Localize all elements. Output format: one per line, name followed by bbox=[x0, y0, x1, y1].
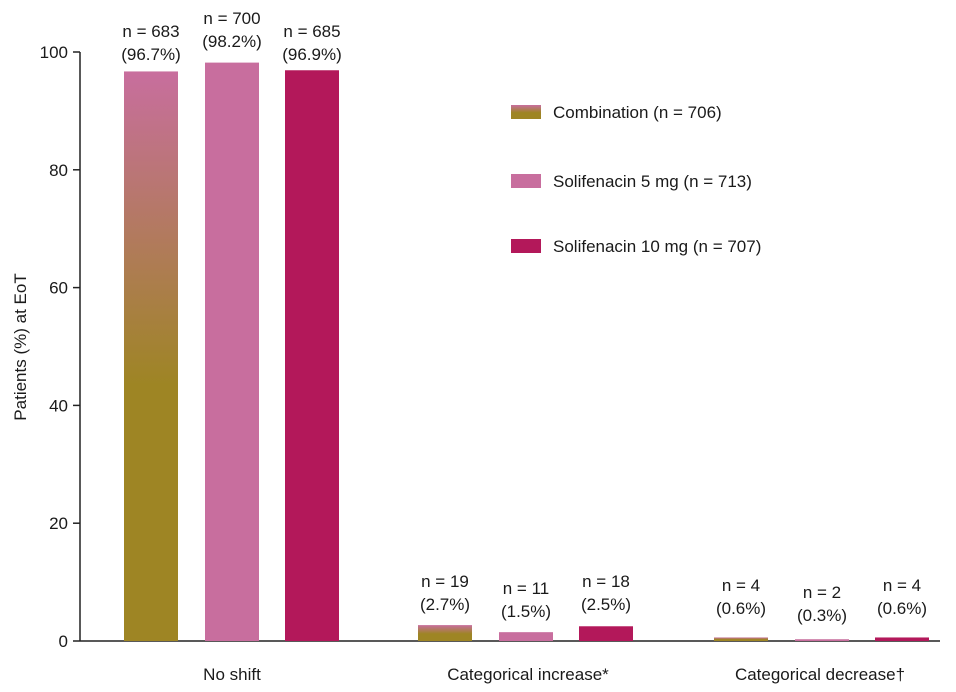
legend-swatch bbox=[511, 239, 541, 253]
bar-labels: n = 683 (96.7%) n = 19 (2.7%) n = 4 (0.6%) n =… bbox=[121, 9, 927, 625]
y-tick-label: 20 bbox=[49, 514, 68, 533]
x-tick-label: Categorical decrease† bbox=[735, 665, 905, 684]
bar bbox=[205, 62, 259, 642]
bar bbox=[499, 632, 553, 641]
bar-label-n: n = 11 bbox=[503, 579, 549, 598]
bar bbox=[579, 626, 633, 641]
bar-label-n: n = 685 bbox=[283, 22, 340, 41]
bar bbox=[795, 639, 849, 641]
bar-label-n: n = 683 bbox=[122, 22, 179, 41]
bar bbox=[285, 70, 339, 641]
bar-label-percent: (0.6%) bbox=[716, 599, 766, 618]
bar-label-percent: (1.5%) bbox=[501, 602, 551, 621]
legend-swatch bbox=[511, 174, 541, 188]
bar bbox=[124, 71, 178, 641]
y-tick-label: 80 bbox=[49, 161, 68, 180]
bar bbox=[418, 625, 472, 641]
y-tick-label: 60 bbox=[49, 279, 68, 298]
x-tick-label: No shift bbox=[203, 665, 261, 684]
legend-label: Solifenacin 5 mg (n = 713) bbox=[553, 172, 752, 191]
legend-label: Solifenacin 10 mg (n = 707) bbox=[553, 237, 761, 256]
axes: 0 20 40 60 80 100 No shift Categorical increase… bbox=[40, 43, 940, 684]
bar-label-n: n = 19 bbox=[421, 572, 469, 591]
bar-label-n: n = 18 bbox=[582, 572, 630, 591]
bar-label-percent: (2.7%) bbox=[420, 595, 470, 614]
bar-label-n: n = 700 bbox=[203, 9, 260, 28]
bar-label-n: n = 4 bbox=[883, 576, 921, 595]
bar-label-percent: (96.7%) bbox=[121, 45, 181, 64]
bar bbox=[714, 637, 768, 641]
bar bbox=[875, 637, 929, 641]
y-tick-label: 100 bbox=[40, 43, 68, 62]
bar-label-n: n = 4 bbox=[722, 576, 760, 595]
legend-swatch bbox=[511, 105, 541, 119]
x-tick-label: Categorical increase* bbox=[447, 665, 609, 684]
bars bbox=[124, 62, 929, 642]
y-tick-label: 0 bbox=[59, 632, 68, 651]
y-tick-label: 40 bbox=[49, 396, 68, 415]
bar-label-n: n = 2 bbox=[803, 583, 841, 602]
bar-label-percent: (98.2%) bbox=[202, 32, 262, 51]
bar-label-percent: (0.6%) bbox=[877, 599, 927, 618]
legend-label: Combination (n = 706) bbox=[553, 103, 722, 122]
y-axis-label: Patients (%) at EoT bbox=[11, 273, 30, 420]
bar-label-percent: (2.5%) bbox=[581, 595, 631, 614]
bar-label-percent: (0.3%) bbox=[797, 606, 847, 625]
bar-label-percent: (96.9%) bbox=[282, 45, 342, 64]
legend: Combination (n = 706) Solifenacin 5 mg (n… bbox=[511, 103, 761, 256]
